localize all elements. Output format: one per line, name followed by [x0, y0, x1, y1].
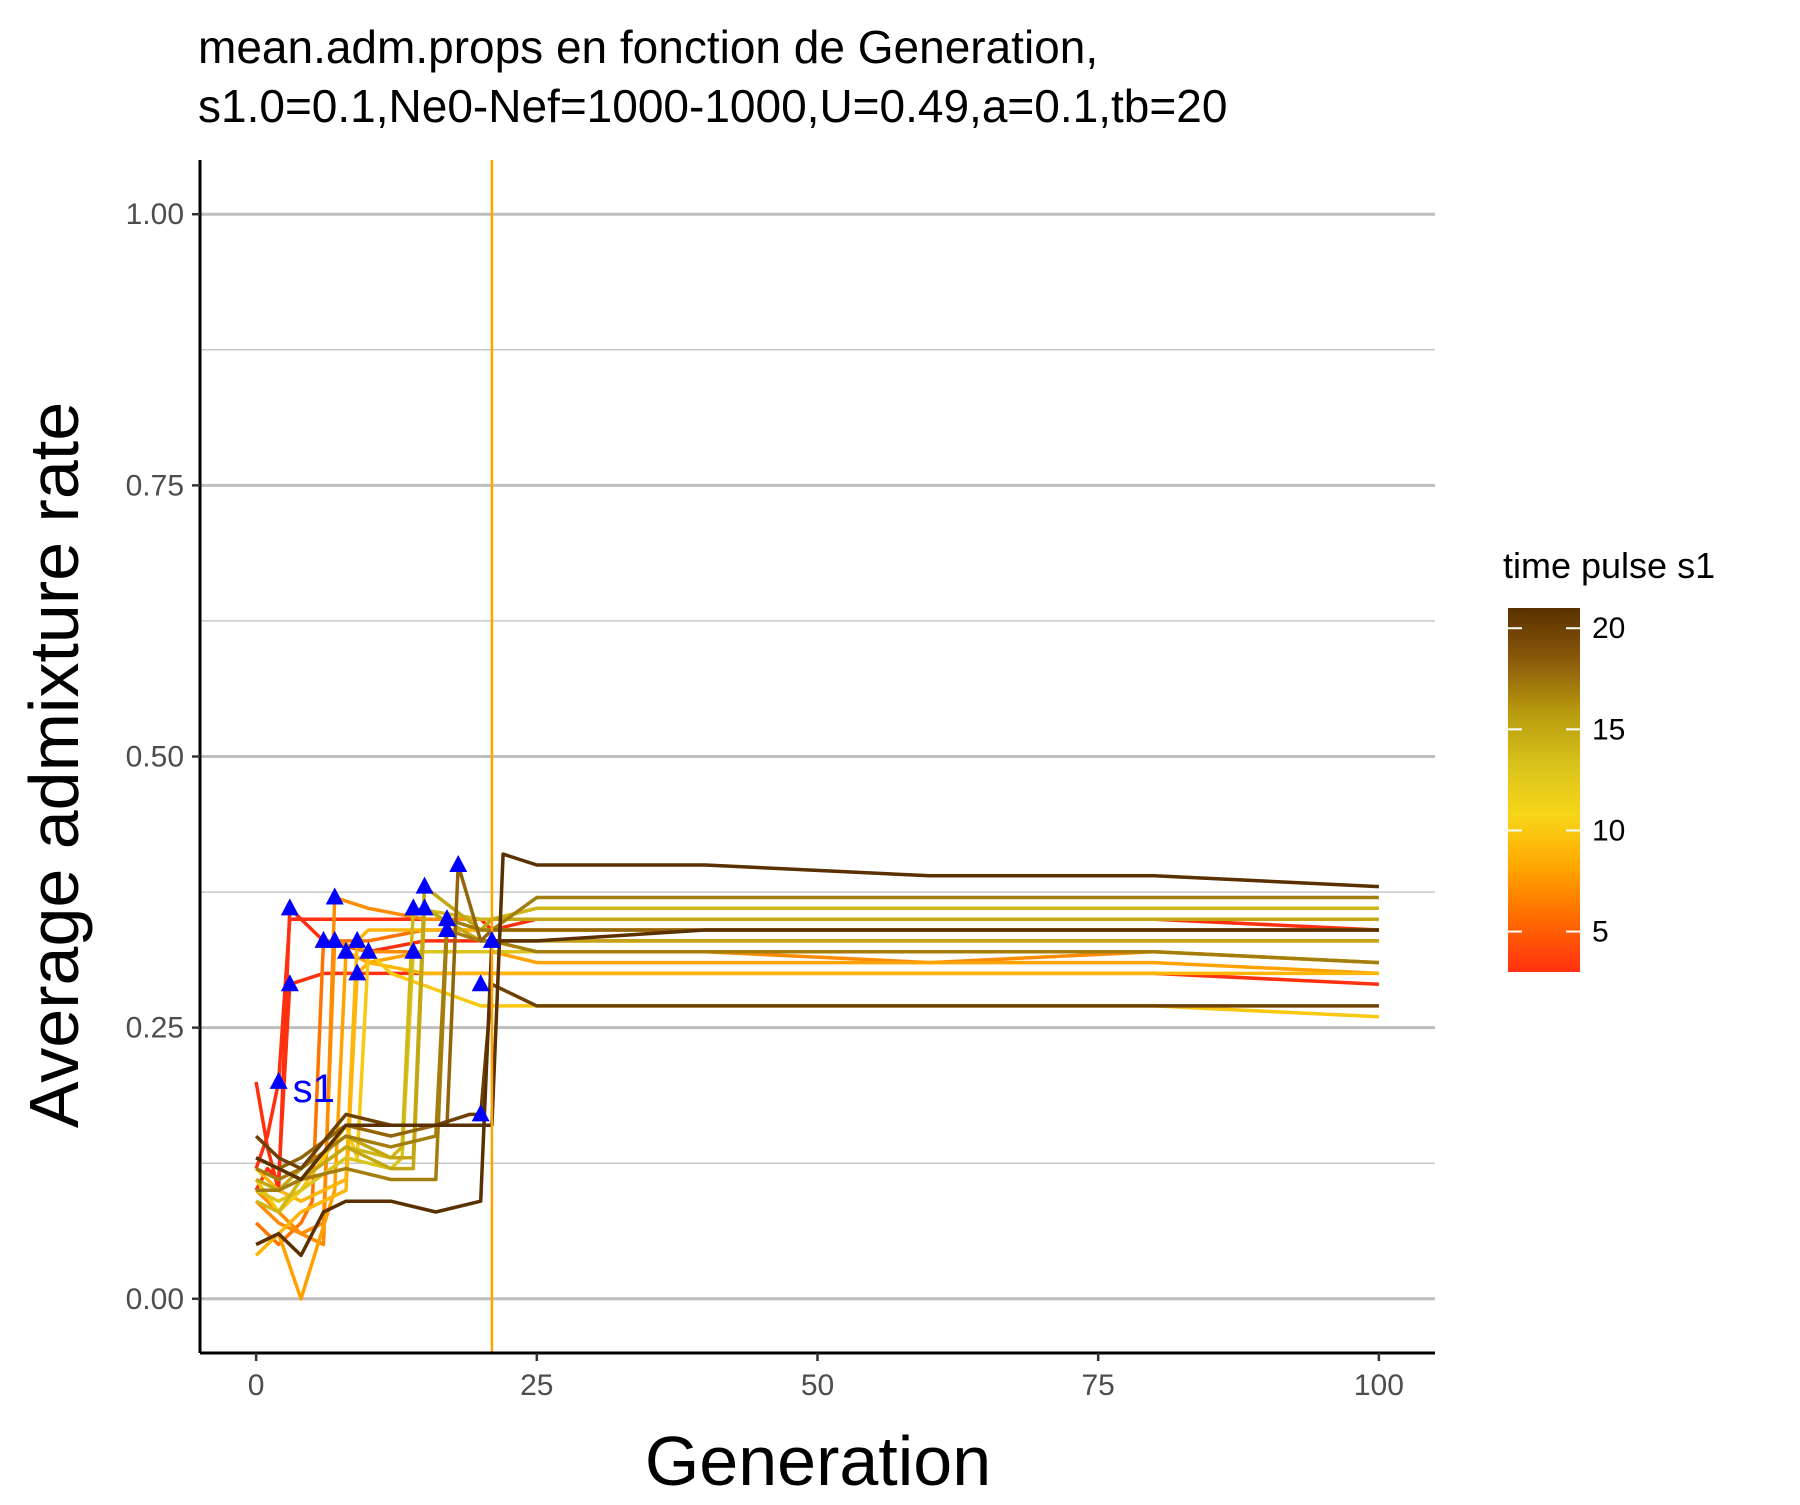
x-tick-label-0: 0	[248, 1369, 265, 1402]
series-line-15	[256, 928, 1379, 1193]
pulse-marker-14	[438, 909, 456, 927]
gridlines	[200, 212, 1435, 1301]
series-line-17	[254, 982, 1379, 1171]
pulse-marker-16	[449, 854, 468, 872]
series-line-4	[254, 895, 1379, 1247]
x-tick-label-3: 75	[1081, 1369, 1114, 1402]
axes: 0.00 0.25 0.50 0.75 1.00 0 25 50 75 100	[126, 160, 1435, 1402]
pulse-marker-17	[471, 1104, 490, 1122]
pulse-marker-10	[404, 941, 423, 959]
legend-tick-label-1: 10	[1592, 814, 1625, 847]
series-line-9	[254, 949, 1379, 1214]
pulse-marker-2	[280, 898, 299, 916]
series-line-19	[255, 852, 1379, 1182]
pulse-marker-9	[359, 941, 378, 959]
y-tick-label-2: 0.50	[126, 741, 184, 774]
x-tick-label-2: 50	[801, 1369, 834, 1402]
pulse-marker-7	[348, 963, 367, 981]
legend-tick-label-0: 5	[1592, 916, 1609, 949]
x-axis-title: Generation	[645, 1422, 991, 1500]
x-tick-label-1: 25	[520, 1369, 553, 1402]
legend: time pulse s1 5 10 15 20	[1503, 545, 1715, 972]
series-line-8	[254, 928, 1379, 1203]
chart-title-line-1: mean.adm.props en fonction de Generation…	[198, 21, 1098, 73]
pulse-markers: s1	[269, 854, 501, 1122]
x-tick-label-4: 100	[1354, 1369, 1404, 1402]
pulse-marker-4	[325, 887, 344, 905]
series-lines	[254, 852, 1379, 1301]
marker-label: s1	[293, 1067, 335, 1111]
legend-title: time pulse s1	[1503, 545, 1715, 586]
legend-tick-label-3: 20	[1592, 612, 1625, 645]
pulse-marker-5	[325, 930, 344, 948]
y-tick-label-0: 0.00	[126, 1283, 184, 1316]
pulse-marker-6	[336, 941, 355, 959]
pulse-marker-15	[438, 920, 456, 938]
legend-tick-label-2: 15	[1592, 713, 1625, 746]
pulse-marker-12	[415, 876, 434, 894]
pulse-marker-1	[280, 974, 299, 992]
legend-colorbar	[1508, 608, 1580, 972]
pulse-marker-18	[471, 974, 490, 992]
series-line-14	[255, 895, 1379, 1182]
pulse-marker-13	[415, 898, 434, 916]
series-line-18	[255, 928, 1379, 1258]
pulse-marker-0	[269, 1071, 288, 1089]
y-axis-title: Average admixture rate	[15, 402, 93, 1128]
pulse-marker-19	[482, 930, 501, 948]
y-tick-label-3: 0.75	[126, 469, 184, 502]
y-tick-label-1: 0.25	[126, 1012, 184, 1045]
chart-title-line-2: s1.0=0.1,Ne0-Nef=1000-1000,U=0.49,a=0.1,…	[198, 80, 1227, 132]
pulse-marker-8	[348, 930, 367, 948]
y-tick-label-4: 1.00	[126, 198, 184, 231]
